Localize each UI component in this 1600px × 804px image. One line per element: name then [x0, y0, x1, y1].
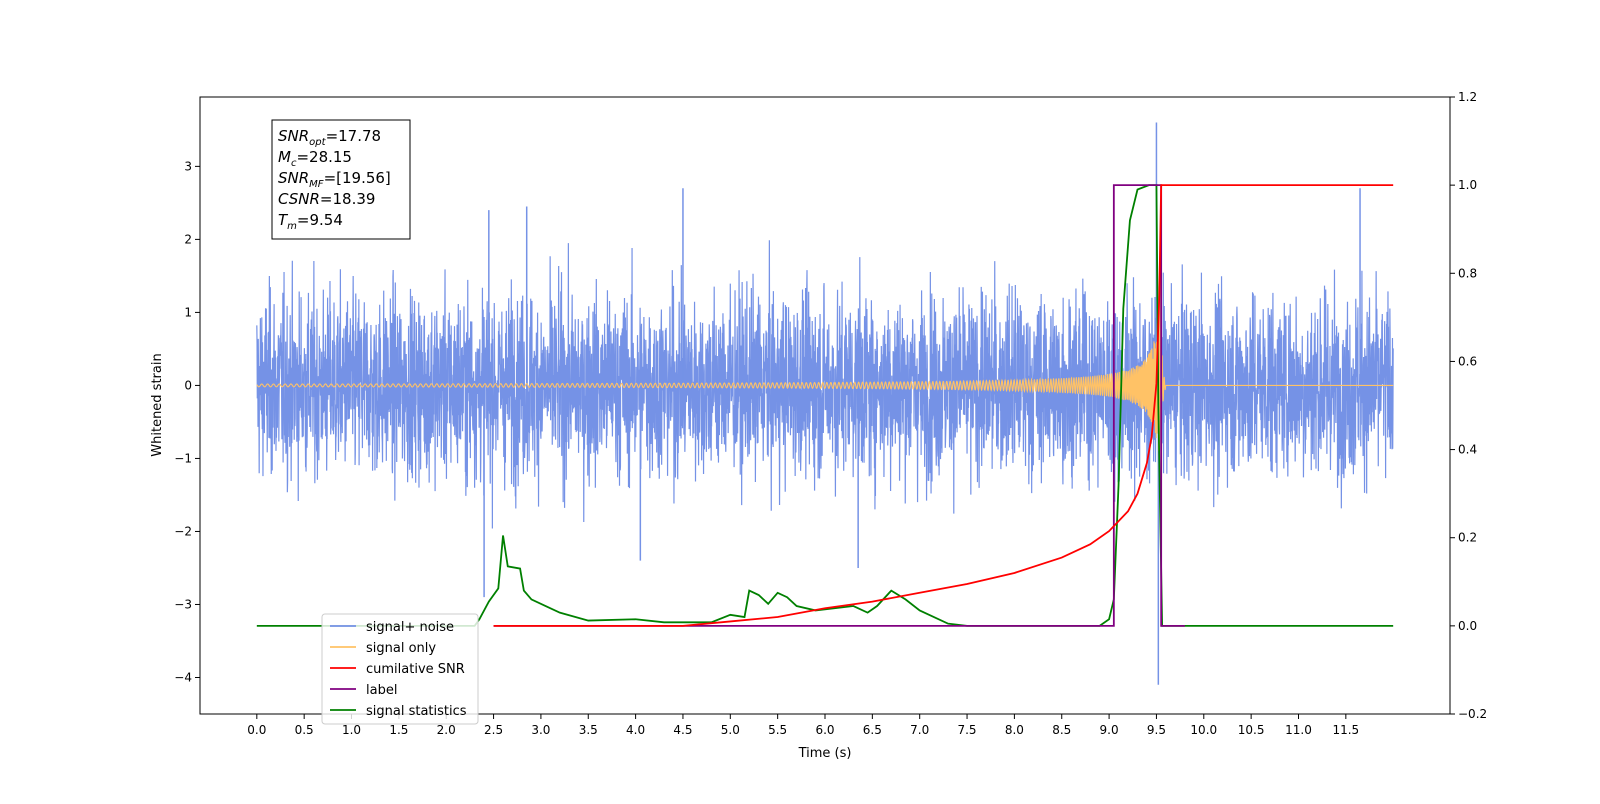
x-tick-label: 6.0	[815, 723, 834, 737]
x-tick-label: 3.5	[579, 723, 598, 737]
legend-label: label	[366, 683, 397, 698]
annotation-subscript: MF	[309, 179, 324, 190]
series-line-label	[493, 184, 1185, 627]
x-tick-label: 10.5	[1238, 723, 1265, 737]
legend-frame	[321, 613, 479, 725]
annotation-value: =[19.56]	[324, 169, 391, 187]
y2-tick-label: 0.4	[1458, 443, 1477, 457]
y-tick-label: −3	[174, 597, 192, 611]
legend: signal+ noise signal only cumilative SNR la…	[321, 613, 479, 725]
y2-tick-label: 0.8	[1458, 266, 1477, 280]
annotation-subscript: opt	[309, 137, 326, 148]
legend-label: signal+ noise	[366, 620, 454, 635]
x-axis-label: Time (s)	[798, 746, 852, 761]
x-tick-label: 11.5	[1332, 723, 1359, 737]
annotation-symbol: SNR	[278, 169, 309, 187]
legend-label: signal only	[366, 641, 436, 656]
series-line-cumulative-snr	[493, 184, 1394, 627]
series-line-signal-only	[256, 279, 1394, 477]
y2-tick-label: 1.0	[1458, 178, 1477, 192]
annotation-frame	[271, 119, 411, 240]
annotation-symbol: T	[278, 211, 289, 229]
x-tick-label: 11.0	[1285, 723, 1312, 737]
annotation-subscript: m	[287, 221, 297, 232]
x-tick-label: 5.0	[721, 723, 740, 737]
series-line-signal-noise	[256, 240, 1394, 529]
y-axis-label: Whitened strain	[150, 353, 165, 456]
x-tick-label: 3.0	[531, 723, 550, 737]
y-tick-label: 2	[184, 232, 192, 246]
annotation-line: Tm=9.54	[278, 211, 343, 232]
annotation-line: SNRopt=17.78	[278, 127, 381, 148]
y2-tick-label: −0.2	[1458, 707, 1487, 721]
x-tick-label: 7.5	[957, 723, 976, 737]
annotation-symbol: SNR	[278, 127, 309, 145]
series-line-signal-statistics	[256, 184, 1394, 627]
x-tick-label: 2.5	[484, 723, 503, 737]
annotation-line: SNRMF=[19.56]	[278, 169, 391, 190]
y-tick-label: 0	[184, 378, 192, 392]
y-tick-label: −1	[174, 451, 192, 465]
annotation-lines: SNRopt=17.78Mc=28.15SNRMF=[19.56]CSNR=18…	[278, 127, 391, 232]
x-tick-label: 0.0	[247, 723, 266, 737]
annotation-value: =17.78	[326, 127, 382, 145]
y-axis-left: 3 2 1 0 −1 −2 −3 −4	[174, 159, 200, 684]
x-axis: 0.0 0.5 1.0 1.5 2.0 2.5 3.0 3.5 4.0 4.5 5.0 5.5 6.0 6…	[247, 714, 1359, 737]
y2-tick-label: 1.2	[1458, 90, 1477, 104]
y-tick-label: 3	[184, 159, 192, 173]
x-tick-label: 5.5	[768, 723, 787, 737]
legend-entries: signal+ noise signal only cumilative SNR la…	[330, 620, 467, 719]
annotation-value: =28.15	[296, 148, 352, 166]
y-axis-right: 1.2 1.0 0.8 0.6 0.4 0.2 0.0 −0.2	[1450, 90, 1487, 721]
legend-label: signal statistics	[366, 704, 467, 719]
annotation-line: Mc=28.15	[278, 148, 352, 169]
x-tick-label: 1.5	[389, 723, 408, 737]
x-tick-label: 4.5	[673, 723, 692, 737]
annotation-value: =18.39	[320, 190, 376, 208]
annotation-line: CSNR=18.39	[278, 190, 375, 208]
x-tick-label: 8.5	[1052, 723, 1071, 737]
x-tick-label: 6.5	[863, 723, 882, 737]
y2-tick-label: 0.2	[1458, 531, 1477, 545]
legend-label: cumilative SNR	[366, 662, 465, 677]
y-tick-label: 1	[184, 305, 192, 319]
y-tick-label: −4	[174, 670, 192, 684]
y-tick-label: −2	[174, 524, 192, 538]
x-tick-label: 8.0	[1005, 723, 1024, 737]
x-tick-label: 10.0	[1190, 723, 1217, 737]
x-tick-label: 4.0	[626, 723, 645, 737]
y2-tick-label: 0.0	[1458, 619, 1477, 633]
x-tick-label: 0.5	[295, 723, 314, 737]
x-tick-label: 2.0	[437, 723, 456, 737]
x-tick-label: 9.0	[1100, 723, 1119, 737]
y2-tick-label: 0.6	[1458, 354, 1477, 368]
x-tick-label: 1.0	[342, 723, 361, 737]
annotation-value: =9.54	[297, 211, 343, 229]
annotation-symbol: M	[278, 148, 291, 166]
annotation-symbol: CSNR	[278, 190, 320, 208]
annotation-subscript: c	[291, 158, 297, 169]
series-layer	[256, 122, 1394, 685]
x-tick-label: 7.0	[910, 723, 929, 737]
annotation-box: SNRopt=17.78Mc=28.15SNRMF=[19.56]CSNR=18…	[271, 119, 411, 240]
x-tick-label: 9.5	[1147, 723, 1166, 737]
